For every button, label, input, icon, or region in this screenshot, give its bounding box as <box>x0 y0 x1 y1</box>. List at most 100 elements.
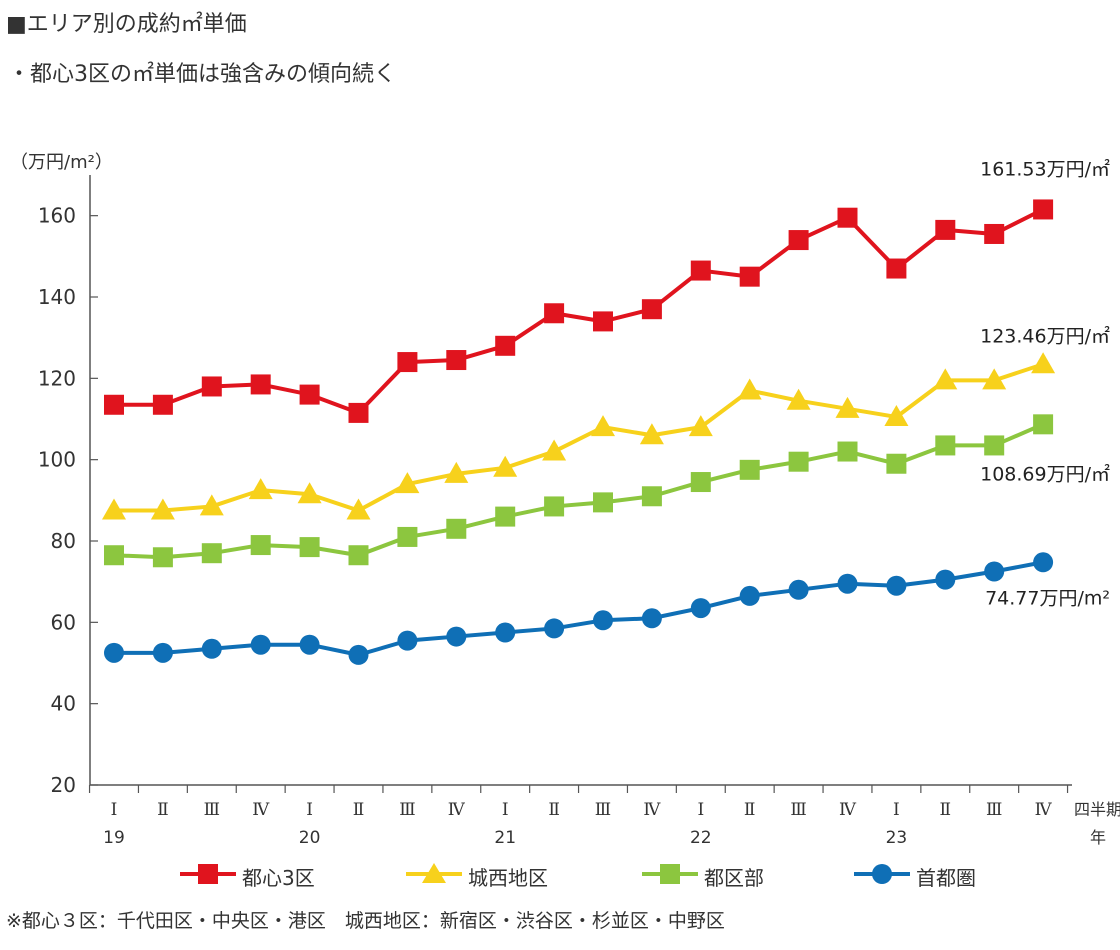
data-point-triangle <box>835 396 860 418</box>
data-point-circle <box>1033 552 1054 573</box>
x-tick-label-quarter: Ⅲ <box>595 800 611 820</box>
data-point-triangle <box>542 439 567 461</box>
y-tick-label: 60 <box>51 610 76 634</box>
x-tick-label-year: 23 <box>886 828 908 848</box>
y-axis-unit-label: （万円/m²） <box>10 152 113 173</box>
x-tick-label-quarter: Ⅲ <box>790 800 806 820</box>
data-point-triangle <box>786 388 811 410</box>
data-point-square <box>495 335 516 356</box>
data-point-square <box>299 384 320 405</box>
x-tick-label-quarter: Ⅲ <box>204 800 220 820</box>
x-axis-title-year: 年 <box>1090 828 1106 847</box>
data-point-circle <box>104 642 124 663</box>
x-tick-label-quarter: Ⅰ <box>893 800 900 820</box>
data-point-triangle <box>150 498 175 520</box>
data-point-circle <box>739 585 760 606</box>
legend-marker-triangle-yellow <box>406 863 462 883</box>
x-tick-label-quarter: Ⅱ <box>157 800 169 820</box>
data-point-triangle <box>884 404 909 426</box>
data-point-triangle <box>688 415 713 437</box>
data-point-square <box>495 506 516 527</box>
x-tick-label-quarter: Ⅰ <box>697 800 704 820</box>
data-point-square <box>299 537 320 558</box>
data-point-square <box>152 547 173 568</box>
data-point-circle <box>348 644 369 665</box>
data-point-square <box>446 518 467 539</box>
data-point-square <box>152 394 173 415</box>
legend-label: 都心3区 <box>242 866 315 890</box>
legend-marker-circle-blue <box>854 864 910 884</box>
data-point-circle <box>250 634 271 655</box>
data-point-square <box>544 303 565 324</box>
chart-subtitle: ・都心3区の㎡単価は強含みの傾向続く <box>8 62 396 87</box>
x-tick-label-quarter: Ⅲ <box>399 800 415 820</box>
data-point-square <box>397 352 418 373</box>
x-axis-title-quarter: 四半期 <box>1074 800 1120 819</box>
end-value-label: 108.69万円/㎡ <box>980 462 1110 485</box>
end-value-label: 161.53万円/㎡ <box>980 157 1110 180</box>
x-tick-label-year: 21 <box>494 828 516 848</box>
data-point-square <box>641 299 662 320</box>
data-point-square <box>593 311 613 332</box>
data-point-circle <box>201 638 222 659</box>
data-point-square <box>984 435 1005 456</box>
data-point-triangle <box>444 461 469 483</box>
data-point-triangle <box>737 378 762 400</box>
data-point-square <box>935 219 956 240</box>
x-tick-label-quarter: Ⅱ <box>548 800 560 820</box>
x-tick-label-quarter: Ⅲ <box>986 800 1002 820</box>
data-point-square <box>641 486 662 507</box>
x-tick-label-quarter: Ⅰ <box>306 800 313 820</box>
data-point-square <box>690 260 711 281</box>
data-point-triangle <box>248 478 273 500</box>
y-tick-label: 120 <box>38 366 76 390</box>
end-value-label: 123.46万円/㎡ <box>980 324 1110 347</box>
x-tick-label-quarter: Ⅱ <box>744 800 756 820</box>
data-point-circle <box>690 598 711 619</box>
end-value-label: 74.77万円/m² <box>985 587 1110 609</box>
data-point-circle <box>397 630 418 651</box>
data-point-circle <box>641 608 662 629</box>
data-point-square <box>201 376 222 397</box>
data-point-triangle <box>933 368 958 390</box>
data-point-square <box>544 496 565 517</box>
data-point-triangle <box>493 455 518 477</box>
data-point-square <box>984 223 1005 244</box>
data-point-triangle <box>395 472 420 494</box>
data-point-square <box>935 435 956 456</box>
data-point-square <box>201 543 222 564</box>
data-point-circle <box>446 626 467 647</box>
data-point-square <box>739 459 760 480</box>
data-point-square <box>788 451 809 472</box>
data-point-square <box>788 230 809 251</box>
data-point-square <box>690 472 711 493</box>
x-tick-label-quarter: Ⅱ <box>940 800 952 820</box>
data-point-circle <box>495 622 516 643</box>
data-point-triangle <box>982 368 1007 390</box>
x-tick-label-quarter: Ⅳ <box>1035 800 1053 820</box>
data-point-triangle <box>639 423 664 445</box>
data-point-triangle <box>102 498 126 520</box>
x-tick-label-year: 22 <box>690 828 712 848</box>
x-tick-label-quarter: Ⅰ <box>111 800 118 820</box>
data-point-square <box>886 258 907 279</box>
x-tick-label-quarter: Ⅳ <box>839 800 857 820</box>
legend: 都心3区 城西地区 都区部 首都圏 <box>0 856 1120 892</box>
data-point-triangle <box>297 482 322 504</box>
data-point-circle <box>886 575 907 596</box>
data-point-square <box>104 545 124 566</box>
y-tick-label: 160 <box>38 204 76 228</box>
data-point-triangle <box>199 494 224 516</box>
data-point-circle <box>544 618 565 639</box>
footnote: ※都心３区：千代田区・中央区・港区 城西地区：新宿区・渋谷区・杉並区・中野区 <box>6 910 725 932</box>
data-point-square <box>348 545 369 566</box>
data-point-square <box>250 374 271 395</box>
data-point-square <box>837 207 858 228</box>
y-tick-label: 100 <box>38 448 76 472</box>
data-point-circle <box>593 610 613 631</box>
data-point-square <box>104 394 124 415</box>
data-point-square <box>886 453 907 474</box>
data-point-square <box>837 441 858 462</box>
x-tick-label-year: 20 <box>299 828 321 848</box>
data-point-square <box>348 402 369 423</box>
